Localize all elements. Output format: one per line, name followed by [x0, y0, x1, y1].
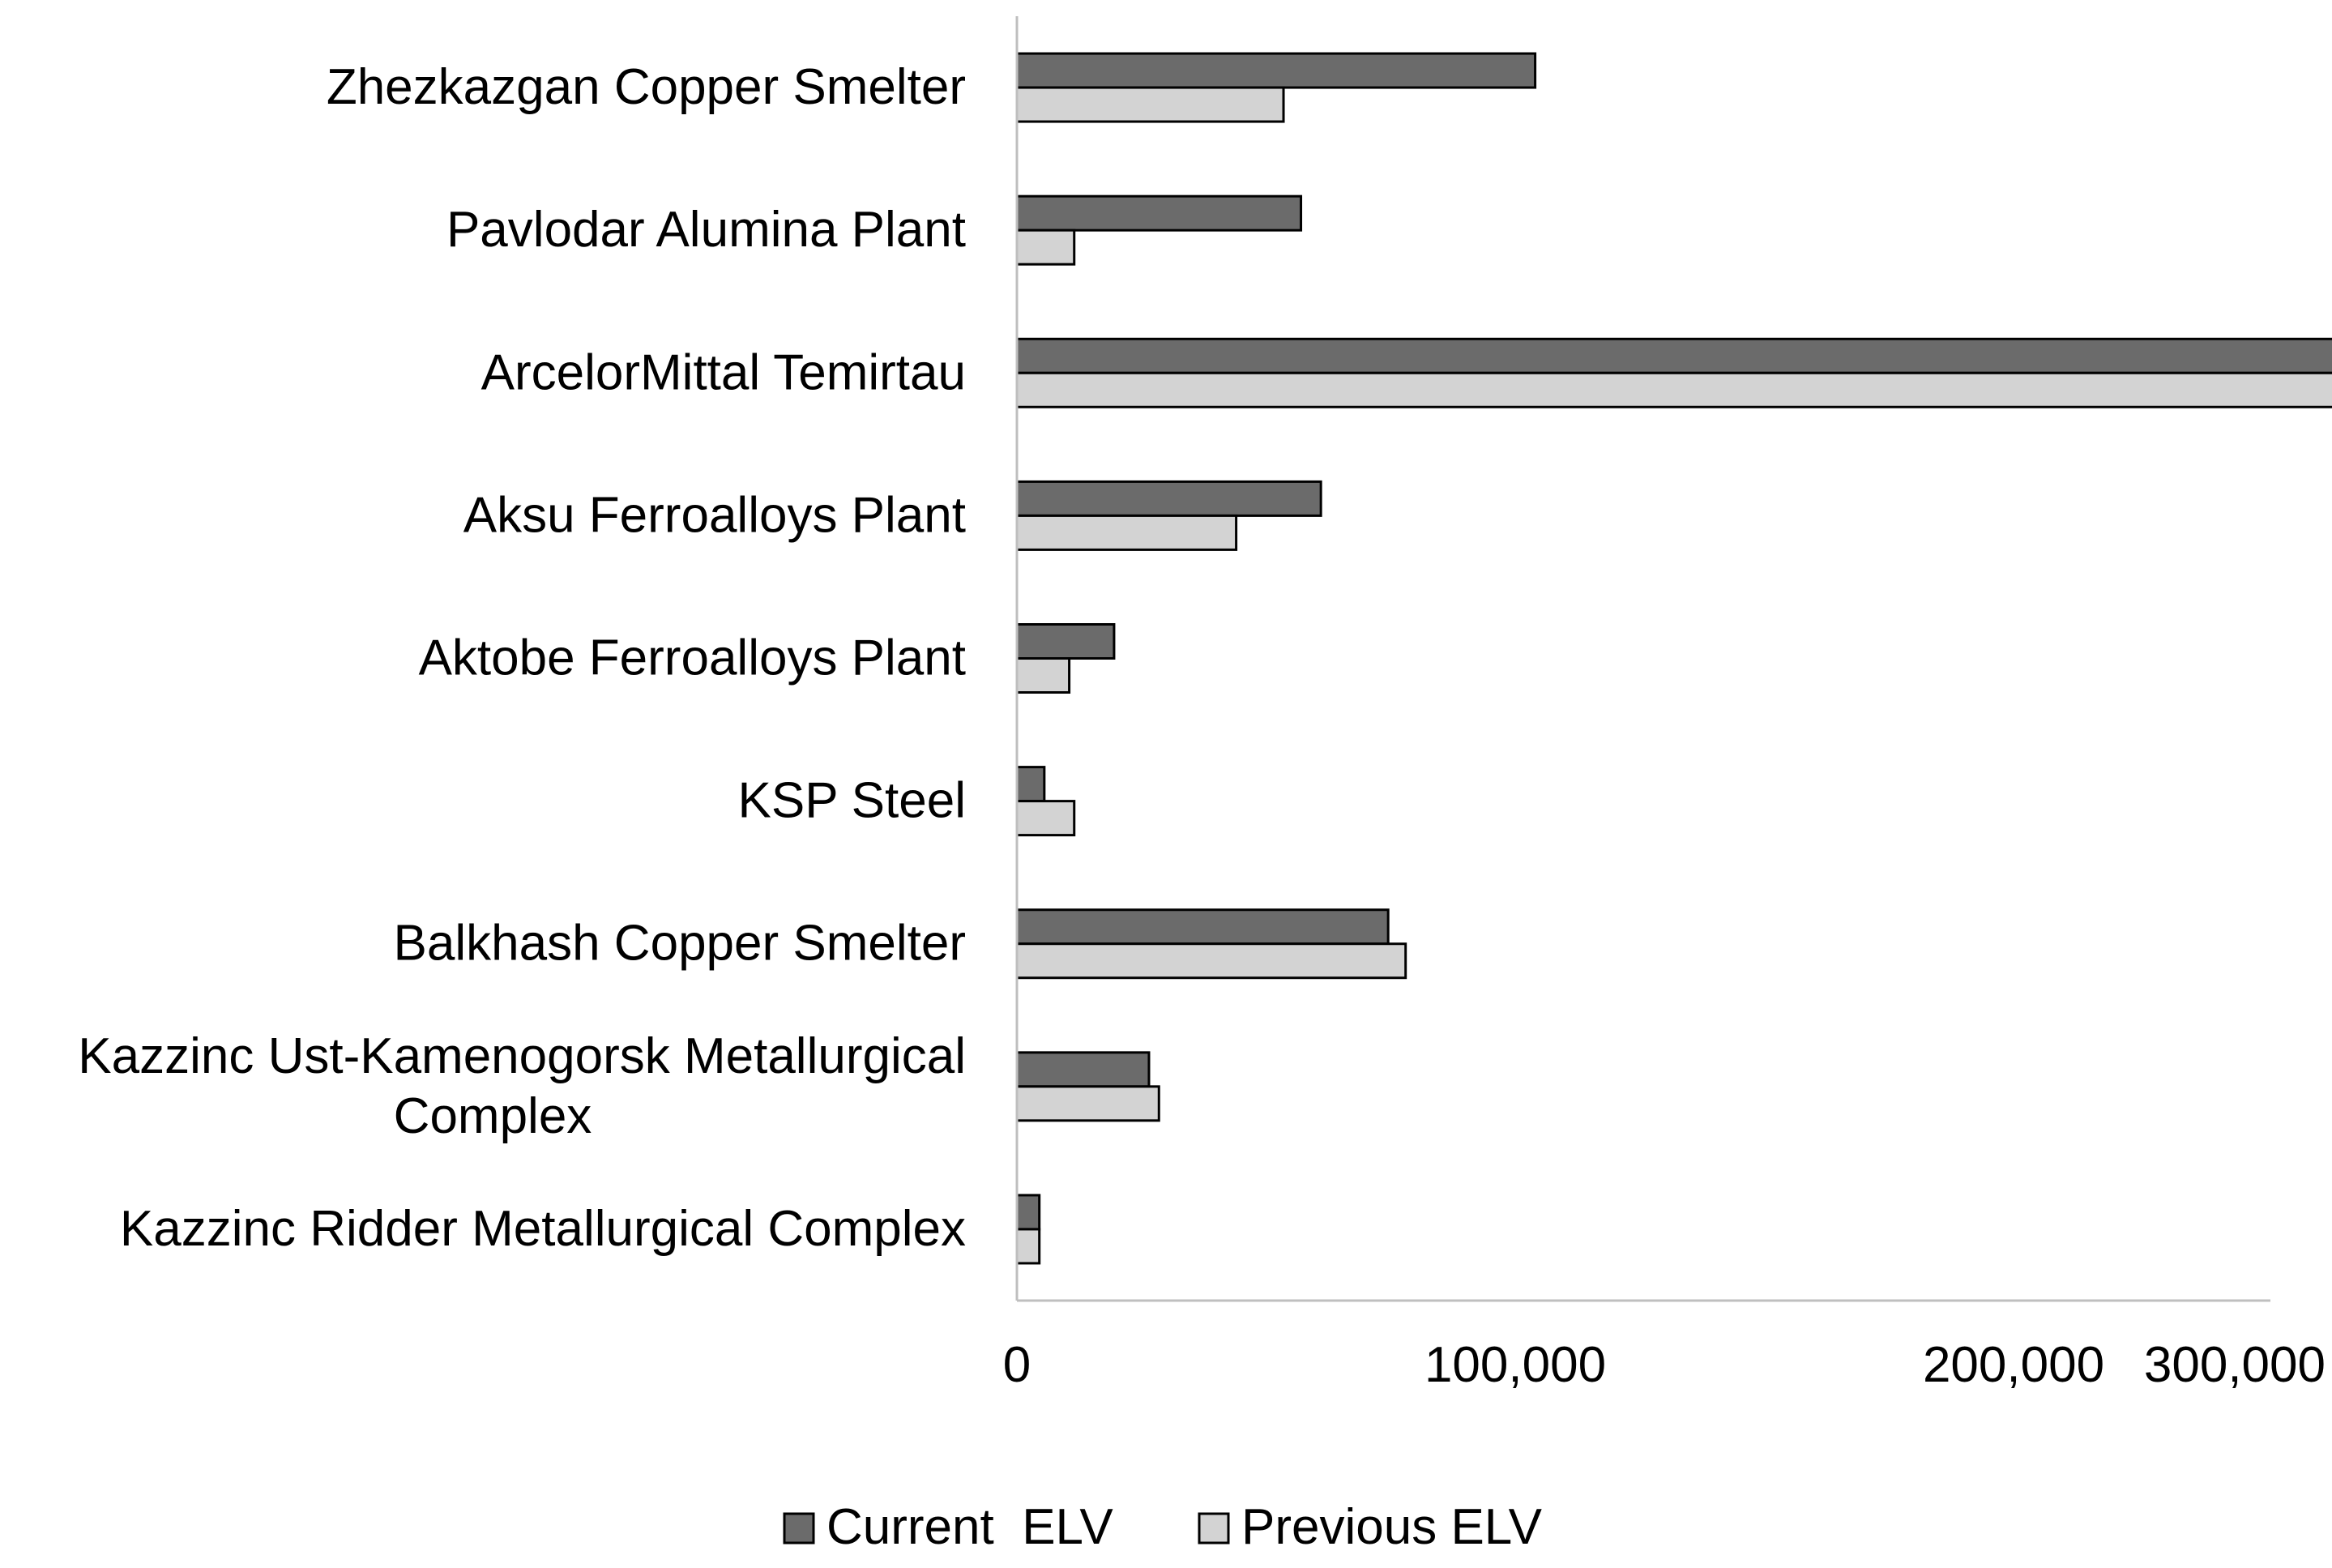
bar-current-4 — [1015, 623, 1116, 660]
category-label-3: Aksu Ferroalloys Plant — [463, 487, 966, 543]
category-label-7-line1: Complex — [394, 1088, 592, 1144]
x-tick-label-2: 200,000 — [1923, 1337, 2104, 1393]
legend: Current ELV Previous ELV — [783, 1499, 1543, 1555]
bar-current-2 — [1015, 337, 2332, 374]
bar-previous-4 — [1015, 657, 1071, 694]
bar-previous-5 — [1015, 800, 1076, 837]
bar-previous-3 — [1015, 514, 1238, 551]
bar-previous-1 — [1015, 229, 1076, 266]
category-label-5: KSP Steel — [738, 773, 966, 829]
legend-swatch-1 — [1198, 1512, 1230, 1545]
bar-previous-2 — [1015, 371, 2332, 408]
category-label-2: ArcelorMittal Temirtau — [481, 344, 966, 400]
category-label-0: Zhezkazgan Copper Smelter — [327, 59, 966, 115]
bar-current-5 — [1015, 766, 1046, 803]
bar-current-3 — [1015, 480, 1322, 517]
legend-swatch-0 — [783, 1512, 815, 1545]
legend-label-1: Previous ELV — [1241, 1499, 1543, 1555]
legend-item-previous: Previous ELV — [1198, 1499, 1543, 1555]
bar-previous-7 — [1015, 1085, 1160, 1122]
x-tick-label-1: 100,000 — [1424, 1337, 1606, 1393]
category-label-1: Pavlodar Alumina Plant — [446, 202, 966, 258]
legend-label-0: Current ELV — [826, 1499, 1113, 1555]
legend-item-current: Current ELV — [783, 1499, 1113, 1555]
category-label-4: Aktobe Ferroalloys Plant — [419, 630, 966, 686]
category-label-7: Kazzinc Ust-Kamenogorsk Metallurgical — [78, 1028, 966, 1084]
category-label-8: Kazzinc Ridder Metallurgical Complex — [120, 1201, 966, 1257]
category-label-6: Balkhash Copper Smelter — [394, 916, 966, 972]
x-tick-label-0: 0 — [1003, 1337, 1031, 1393]
bar-previous-0 — [1015, 86, 1285, 123]
bar-current-8 — [1015, 1194, 1041, 1231]
bar-current-0 — [1015, 52, 1537, 89]
bars-layer — [1015, 52, 2332, 1265]
bar-current-1 — [1015, 194, 1303, 232]
axes: 0 100,000 200,000 300,000 — [1003, 16, 2326, 1393]
bar-previous-6 — [1015, 942, 1407, 980]
bar-current-7 — [1015, 1051, 1151, 1088]
category-labels: Zhezkazgan Copper Smelter Pavlodar Alumin… — [78, 59, 966, 1257]
bar-previous-8 — [1015, 1228, 1041, 1265]
bar-current-6 — [1015, 908, 1390, 946]
x-tick-label-3: 300,000 — [2144, 1337, 2326, 1393]
